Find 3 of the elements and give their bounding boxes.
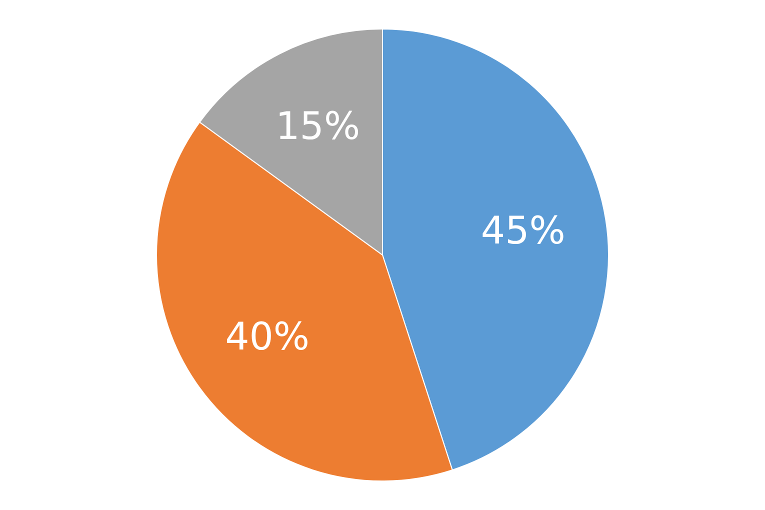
data-label: 45% bbox=[480, 208, 566, 253]
data-label: 40% bbox=[225, 314, 310, 359]
data-label: 15% bbox=[276, 104, 360, 148]
